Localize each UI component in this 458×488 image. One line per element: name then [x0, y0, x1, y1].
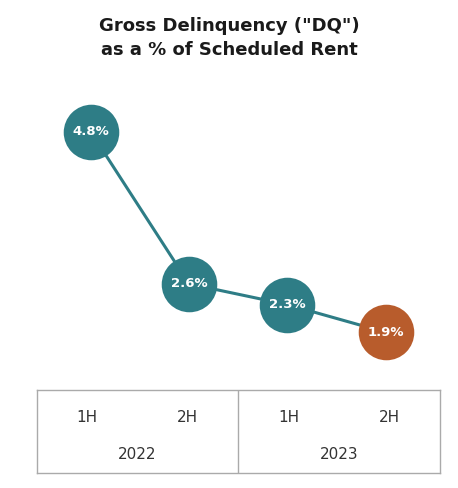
- Text: 2023: 2023: [320, 447, 358, 462]
- Text: 1H: 1H: [278, 410, 299, 425]
- Text: 4.8%: 4.8%: [72, 125, 109, 138]
- Text: 2022: 2022: [118, 447, 157, 462]
- Point: [87, 128, 94, 136]
- Text: 1H: 1H: [76, 410, 98, 425]
- Text: 2H: 2H: [379, 410, 400, 425]
- Text: 2.3%: 2.3%: [269, 298, 305, 311]
- Text: 2H: 2H: [177, 410, 198, 425]
- Text: 1.9%: 1.9%: [367, 326, 404, 339]
- Point: [185, 280, 193, 288]
- Text: 2.6%: 2.6%: [171, 277, 207, 290]
- Text: Gross Delinquency ("DQ"): Gross Delinquency ("DQ"): [98, 17, 360, 35]
- Text: as a % of Scheduled Rent: as a % of Scheduled Rent: [101, 41, 357, 60]
- Point: [284, 301, 291, 308]
- Point: [382, 328, 389, 336]
